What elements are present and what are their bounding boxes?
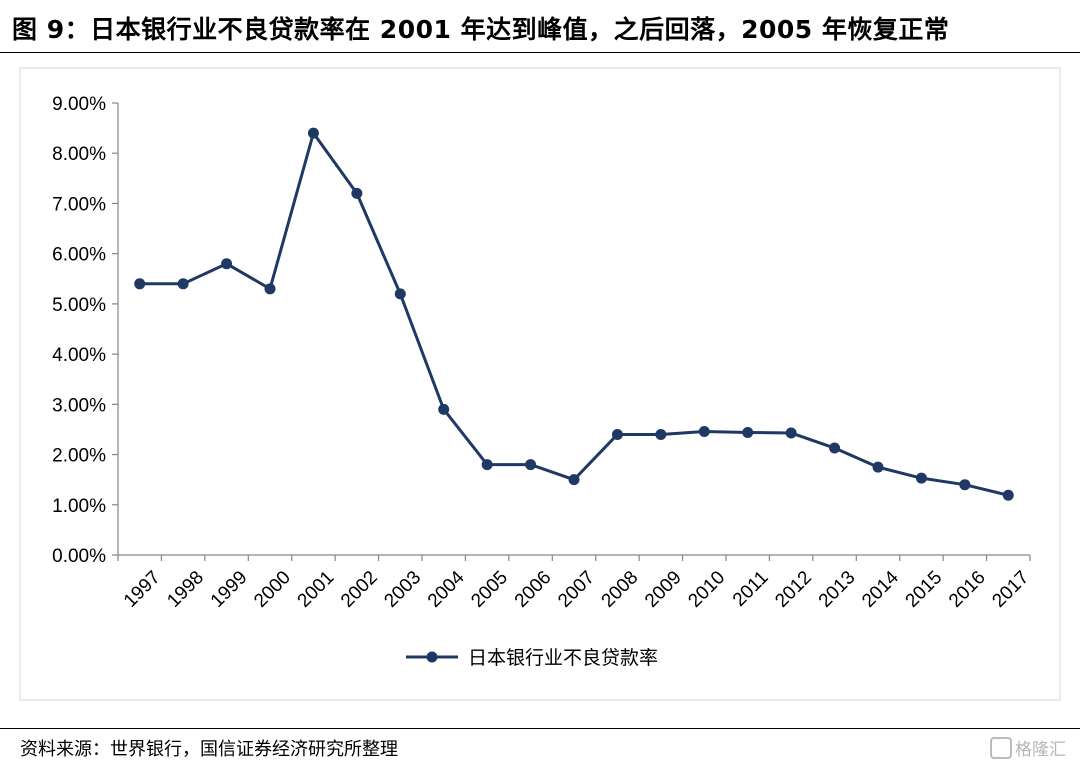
- x-tick-label: 2003: [380, 567, 425, 612]
- x-tick-label: 2007: [554, 567, 599, 612]
- data-point: [264, 283, 276, 295]
- data-point: [872, 461, 884, 473]
- data-point: [307, 127, 319, 139]
- watermark-logo-icon: [990, 737, 1012, 759]
- x-tick-label: 2005: [467, 567, 512, 612]
- y-axis: 0.00% 1.00% 2.00% 3.00% 4.00% 5.00% 6.00% 7.00%…: [52, 94, 119, 567]
- data-point: [959, 479, 971, 491]
- data-point: [351, 187, 363, 199]
- figure-title: 图 9：日本银行业不良贷款率在 2001 年达到峰值，之后回落，2005 年恢复…: [12, 15, 950, 44]
- legend: 日本银行业不良贷款率: [406, 647, 658, 669]
- data-point: [177, 278, 189, 290]
- data-point: [394, 288, 406, 300]
- x-tick-label: 2013: [815, 567, 860, 612]
- data-point: [134, 278, 146, 290]
- y-tick-label: 8.00%: [52, 144, 106, 165]
- plot-border: [19, 67, 1061, 701]
- x-tick-label: 2004: [424, 567, 469, 612]
- data-point: [525, 459, 537, 471]
- legend-marker: [426, 651, 438, 663]
- x-axis: 1997199819992000200120022003200420052006…: [117, 554, 1033, 612]
- x-tick-label: 2008: [598, 567, 643, 612]
- footer-divider: [0, 728, 1080, 729]
- x-tick-label: 1998: [163, 567, 208, 612]
- data-point: [829, 442, 841, 454]
- data-point: [698, 425, 710, 437]
- data-point: [481, 459, 493, 471]
- data-point: [742, 426, 754, 438]
- watermark: 格隆汇: [990, 735, 1066, 760]
- data-point: [221, 258, 233, 270]
- y-tick-label: 9.00%: [52, 94, 106, 115]
- source-note: 资料来源：世界银行，国信证券经济研究所整理: [20, 739, 398, 760]
- x-tick-label: 1997: [120, 567, 165, 612]
- x-tick-label: 2002: [337, 567, 382, 612]
- y-tick-label: 4.00%: [52, 345, 106, 366]
- y-tick-label: 2.00%: [52, 446, 106, 467]
- title-divider: [0, 52, 1080, 53]
- x-tick-label: 2015: [902, 567, 947, 612]
- series-line: [139, 131, 1009, 497]
- y-tick-label: 0.00%: [52, 546, 106, 567]
- x-tick-label: 2001: [294, 567, 339, 612]
- x-tick-label: 2011: [729, 567, 773, 611]
- data-point: [568, 474, 580, 486]
- y-tick-label: 5.00%: [52, 295, 106, 316]
- x-tick-label: 1999: [207, 567, 252, 612]
- watermark-text: 格隆汇: [1015, 740, 1066, 760]
- data-point: [655, 428, 667, 440]
- x-tick-label: 2016: [945, 567, 990, 612]
- x-tick-label: 2014: [858, 567, 903, 612]
- x-tick-label: 2006: [511, 567, 556, 612]
- y-tick-label: 1.00%: [52, 496, 106, 517]
- line-chart: 0.00% 1.00% 2.00% 3.00% 4.00% 5.00% 6.00% 7.00%…: [19, 67, 1061, 701]
- y-tick-label: 3.00%: [52, 395, 106, 416]
- x-tick-label: 2000: [250, 567, 295, 612]
- data-point: [915, 472, 927, 484]
- data-point: [438, 403, 450, 415]
- data-point: [1002, 489, 1014, 501]
- y-tick-label: 6.00%: [52, 245, 106, 266]
- chart-frame: [19, 67, 1061, 701]
- x-tick-label: 2010: [684, 567, 729, 612]
- data-point: [611, 428, 623, 440]
- y-tick-label: 7.00%: [52, 194, 106, 215]
- x-tick-label: 2017: [988, 567, 1033, 612]
- legend-label: 日本银行业不良贷款率: [468, 647, 658, 669]
- series-group: [134, 127, 1014, 501]
- data-point: [785, 427, 797, 439]
- x-tick-label: 2009: [641, 567, 686, 612]
- x-tick-label: 2012: [771, 567, 816, 612]
